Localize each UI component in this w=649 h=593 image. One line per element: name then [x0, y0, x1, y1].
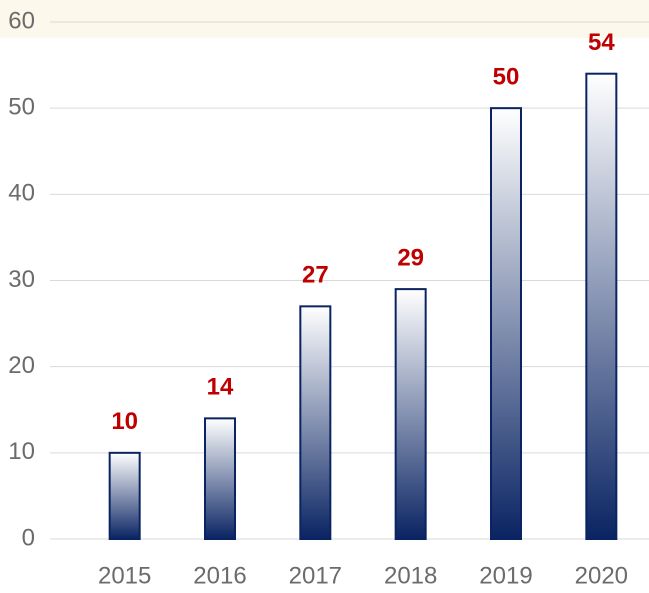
bar: [585, 72, 618, 540]
x-tick-label: 2020: [575, 562, 628, 589]
header-band: [0, 0, 649, 38]
value-label: 14: [207, 374, 234, 401]
y-tick-label: 20: [8, 352, 35, 379]
bar: [490, 107, 522, 541]
y-tick-label: 40: [8, 180, 35, 207]
value-label: 54: [588, 29, 615, 56]
y-tick-label: 10: [8, 438, 35, 465]
bar: [108, 451, 141, 541]
x-tick-label: 2019: [479, 562, 532, 589]
y-tick-label: 0: [22, 524, 35, 551]
x-tick-label: 2018: [384, 562, 437, 589]
value-label: 50: [493, 64, 520, 91]
value-label: 29: [397, 244, 424, 271]
bar: [299, 305, 332, 540]
x-tick-label: 2015: [98, 562, 151, 589]
bar: [204, 417, 236, 540]
y-tick-label: 60: [8, 7, 35, 34]
x-tick-label: 2017: [289, 562, 342, 589]
value-label: 27: [302, 262, 329, 289]
y-tick-label: 50: [8, 94, 35, 121]
bar: [394, 288, 427, 540]
value-label: 10: [111, 408, 138, 435]
x-tick-label: 2016: [193, 562, 246, 589]
y-tick-label: 30: [8, 266, 35, 293]
